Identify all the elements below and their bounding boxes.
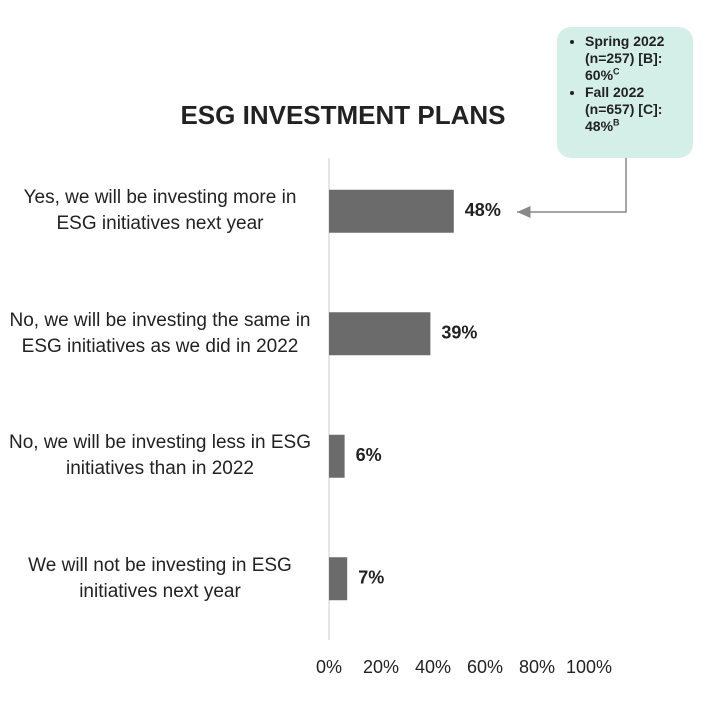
category-label: No, we will be investing the same in ESG… [9, 309, 311, 357]
x-tick-label: 20% [363, 657, 399, 677]
bar [329, 557, 348, 601]
callout-arrow [517, 158, 627, 218]
value-label: 6% [356, 445, 382, 465]
bar [329, 189, 454, 233]
annotation-superscript: C [613, 66, 620, 77]
bar [329, 312, 431, 356]
annotation-list: Spring 2022 (n=257) [B]: 60%CFall 2022 (… [563, 33, 687, 135]
bar [329, 434, 345, 478]
x-tick-label: 100% [566, 657, 612, 677]
annotation-box: Spring 2022 (n=257) [B]: 60%CFall 2022 (… [557, 27, 693, 158]
annotation-item: Spring 2022 (n=257) [B]: 60%C [585, 33, 687, 84]
value-label: 48% [465, 200, 501, 220]
chart-title: ESG INVESTMENT PLANS [180, 100, 505, 130]
annotation-text: Spring 2022 (n=257) [B]: 60% [585, 33, 665, 83]
annotation-superscript: B [613, 117, 620, 128]
annotation-item: Fall 2022 (n=657) [C]: 48%B [585, 84, 687, 135]
value-label: 39% [441, 323, 477, 343]
x-tick-label: 80% [519, 657, 555, 677]
x-tick-label: 60% [467, 657, 503, 677]
annotation-text: Fall 2022 (n=657) [C]: 48% [585, 84, 663, 134]
category-label: Yes, we will be investing more in ESG in… [23, 187, 297, 235]
category-label: We will not be investing in ESG initiati… [28, 554, 292, 602]
category-label: No, we will be investing less in ESG ini… [8, 432, 311, 480]
x-tick-label: 40% [415, 657, 451, 677]
value-label: 7% [358, 568, 384, 588]
x-tick-label: 0% [316, 657, 342, 677]
